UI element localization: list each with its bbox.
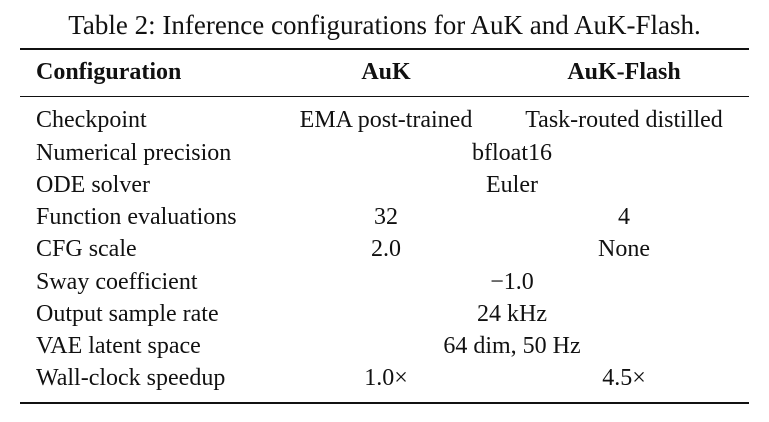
table-row: CFG scale 2.0 None (0, 233, 769, 265)
table-row: ODE solver Euler (0, 169, 769, 201)
table-row: Wall-clock speedup 1.0× 4.5× (0, 362, 769, 394)
row-shared-value: 24 kHz (477, 301, 547, 327)
row-shared-value: −1.0 (490, 269, 534, 295)
top-rule (20, 48, 749, 50)
row-label: ODE solver (36, 172, 150, 198)
row-auk-value: EMA post-trained (299, 107, 473, 133)
row-flash-value: Task-routed distilled (525, 107, 723, 133)
header-configuration: Configuration (36, 59, 182, 85)
table-row: Sway coefficient −1.0 (0, 266, 769, 298)
row-label: CFG scale (36, 236, 137, 262)
table-row: Numerical precision bfloat16 (0, 137, 769, 169)
row-label: Sway coefficient (36, 269, 198, 295)
row-shared-value: Euler (486, 172, 538, 198)
row-flash-value: 4 (618, 204, 630, 230)
row-label: Function evaluations (36, 204, 237, 230)
header-row: Configuration AuK AuK-Flash (0, 56, 769, 88)
row-shared-value: bfloat16 (472, 140, 552, 166)
row-label: Wall-clock speedup (36, 365, 226, 391)
row-flash-value: None (598, 236, 650, 262)
row-auk-value: 1.0× (364, 365, 408, 391)
row-auk-value: 32 (374, 204, 398, 230)
row-label: Numerical precision (36, 140, 232, 166)
row-shared-value: 64 dim, 50 Hz (443, 333, 581, 359)
row-auk-value: 2.0 (371, 236, 401, 262)
table-row: Checkpoint EMA post-trained Task-routed … (0, 104, 769, 136)
row-label: VAE latent space (36, 333, 201, 359)
row-flash-value: 4.5× (602, 365, 646, 391)
table-row: VAE latent space 64 dim, 50 Hz (0, 330, 769, 362)
bottom-rule (20, 402, 749, 404)
table-caption: Table 2: Inference configurations for Au… (68, 10, 701, 40)
header-auk-flash: AuK-Flash (567, 59, 681, 85)
header-auk: AuK (361, 59, 411, 85)
mid-rule (20, 96, 749, 97)
table-row: Output sample rate 24 kHz (0, 298, 769, 330)
row-label: Output sample rate (36, 301, 219, 327)
table-row: Function evaluations 32 4 (0, 201, 769, 233)
row-label: Checkpoint (36, 107, 147, 133)
